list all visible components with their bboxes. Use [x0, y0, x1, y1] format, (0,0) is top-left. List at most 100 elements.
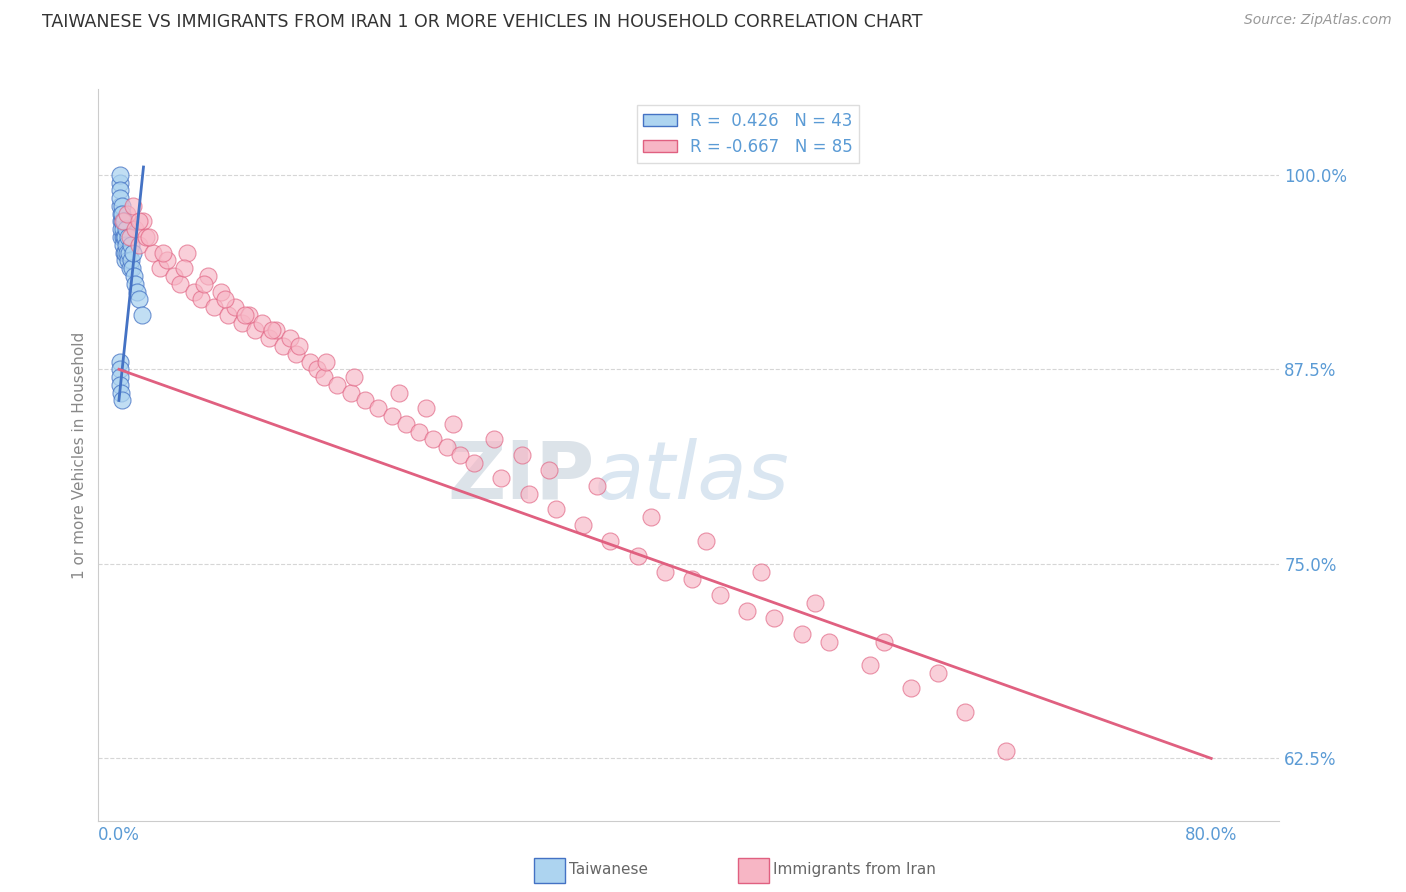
Point — [231, 316, 253, 330]
Point — [408, 425, 430, 439]
Point — [135, 230, 157, 244]
Text: Source: ZipAtlas.com: Source: ZipAtlas.com — [1244, 13, 1392, 28]
Point — [463, 456, 485, 470]
Point — [353, 393, 375, 408]
Point — [112, 245, 135, 260]
Point — [233, 308, 256, 322]
Point — [388, 385, 411, 400]
Point — [763, 611, 786, 625]
Point — [544, 502, 567, 516]
Point — [111, 207, 134, 221]
Point — [367, 401, 389, 416]
Point — [125, 285, 148, 299]
Point — [122, 268, 145, 283]
Point — [537, 463, 560, 477]
Point — [183, 285, 205, 299]
Point — [114, 253, 136, 268]
Point — [510, 448, 533, 462]
Point — [326, 377, 349, 392]
Point — [790, 627, 813, 641]
Point — [138, 230, 160, 244]
Point — [111, 393, 134, 408]
Point — [124, 222, 146, 236]
Point — [120, 253, 142, 268]
Point — [599, 533, 621, 548]
Point — [995, 743, 1018, 757]
Point — [415, 401, 437, 416]
Point — [343, 370, 366, 384]
Point — [111, 222, 134, 236]
Point — [257, 331, 280, 345]
Point — [193, 277, 215, 291]
Point — [114, 245, 136, 260]
Point — [305, 362, 328, 376]
Point — [735, 603, 758, 617]
Point — [681, 573, 703, 587]
Point — [654, 565, 676, 579]
Point — [709, 588, 731, 602]
Point — [252, 316, 274, 330]
Point — [927, 665, 949, 680]
Point — [115, 207, 138, 221]
Point — [190, 293, 212, 307]
Point — [436, 440, 458, 454]
Point — [285, 347, 308, 361]
Point — [114, 230, 136, 244]
Point — [156, 253, 179, 268]
Point — [197, 268, 219, 283]
Point — [128, 237, 150, 252]
Y-axis label: 1 or more Vehicles in Household: 1 or more Vehicles in Household — [72, 331, 87, 579]
Point — [149, 261, 172, 276]
Point — [489, 471, 512, 485]
Point — [264, 323, 287, 337]
Point — [108, 168, 131, 182]
Point — [381, 409, 404, 423]
Point — [245, 323, 267, 337]
Point — [121, 199, 143, 213]
Legend: R =  0.426   N = 43, R = -0.667   N = 85: R = 0.426 N = 43, R = -0.667 N = 85 — [637, 105, 859, 162]
Point — [238, 308, 260, 322]
Point — [111, 214, 134, 228]
Point — [118, 245, 141, 260]
Text: Immigrants from Iran: Immigrants from Iran — [773, 863, 936, 877]
Point — [118, 261, 141, 276]
Point — [749, 565, 772, 579]
Point — [271, 339, 294, 353]
Point — [112, 230, 135, 244]
Point — [110, 191, 132, 205]
Point — [422, 433, 444, 447]
Point — [517, 487, 540, 501]
Point — [804, 596, 827, 610]
Point — [110, 230, 132, 244]
Point — [900, 681, 922, 696]
Point — [121, 245, 143, 260]
Point — [108, 176, 131, 190]
Point — [394, 417, 416, 431]
Point — [312, 370, 335, 384]
Point — [695, 533, 717, 548]
Point — [132, 214, 155, 228]
Point — [111, 214, 134, 228]
Point — [484, 433, 506, 447]
Point — [108, 183, 131, 197]
Point — [818, 634, 841, 648]
Point — [209, 285, 232, 299]
Point — [224, 300, 246, 314]
Point — [108, 199, 131, 213]
Point — [449, 448, 471, 462]
Point — [121, 261, 143, 276]
Point — [115, 245, 138, 260]
Point — [117, 253, 139, 268]
Point — [859, 658, 882, 673]
Text: ZIP: ZIP — [447, 438, 595, 516]
Point — [260, 323, 283, 337]
Point — [585, 479, 607, 493]
Point — [111, 199, 134, 213]
Point — [114, 222, 136, 236]
Point — [441, 417, 464, 431]
Point — [217, 308, 239, 322]
Point — [572, 518, 595, 533]
Point — [152, 245, 174, 260]
Text: TAIWANESE VS IMMIGRANTS FROM IRAN 1 OR MORE VEHICLES IN HOUSEHOLD CORRELATION CH: TAIWANESE VS IMMIGRANTS FROM IRAN 1 OR M… — [42, 13, 922, 31]
Point — [169, 277, 191, 291]
